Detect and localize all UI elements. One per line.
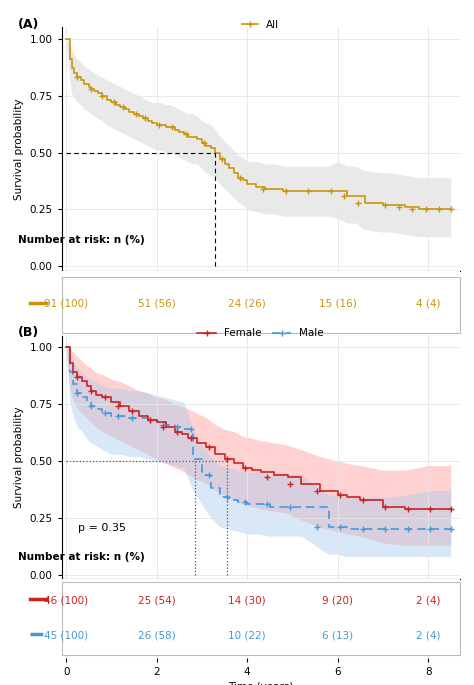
Legend: Female, Male: Female, Male [193, 324, 328, 342]
X-axis label: Time (years): Time (years) [228, 360, 293, 371]
Text: 10 (22): 10 (22) [228, 631, 266, 640]
Text: 2 (4): 2 (4) [416, 595, 440, 606]
Text: 2 (4): 2 (4) [416, 631, 440, 640]
Text: (B): (B) [18, 326, 39, 339]
Text: 9 (20): 9 (20) [322, 595, 353, 606]
X-axis label: Time (years): Time (years) [228, 682, 293, 685]
Text: Number at risk: n (%): Number at risk: n (%) [18, 235, 145, 245]
Legend: All: All [238, 16, 283, 34]
Text: 91 (100): 91 (100) [44, 299, 88, 308]
X-axis label: Time (years): Time (years) [228, 295, 293, 306]
X-axis label: Time (years): Time (years) [228, 604, 293, 614]
Text: 6 (13): 6 (13) [322, 631, 353, 640]
Y-axis label: Survival probability: Survival probability [14, 407, 24, 508]
Text: (A): (A) [18, 18, 39, 31]
Text: 26 (58): 26 (58) [138, 631, 175, 640]
Text: 24 (26): 24 (26) [228, 299, 266, 308]
Text: 25 (54): 25 (54) [138, 595, 175, 606]
Text: 46 (100): 46 (100) [44, 595, 88, 606]
Text: 4 (4): 4 (4) [416, 299, 440, 308]
Text: p = 0.35: p = 0.35 [78, 523, 126, 533]
Text: 45 (100): 45 (100) [44, 631, 88, 640]
Text: 15 (16): 15 (16) [319, 299, 356, 308]
Text: 51 (56): 51 (56) [138, 299, 175, 308]
Text: Number at risk: n (%): Number at risk: n (%) [18, 552, 145, 562]
Y-axis label: Survival probability: Survival probability [14, 99, 24, 200]
Text: 14 (30): 14 (30) [228, 595, 266, 606]
